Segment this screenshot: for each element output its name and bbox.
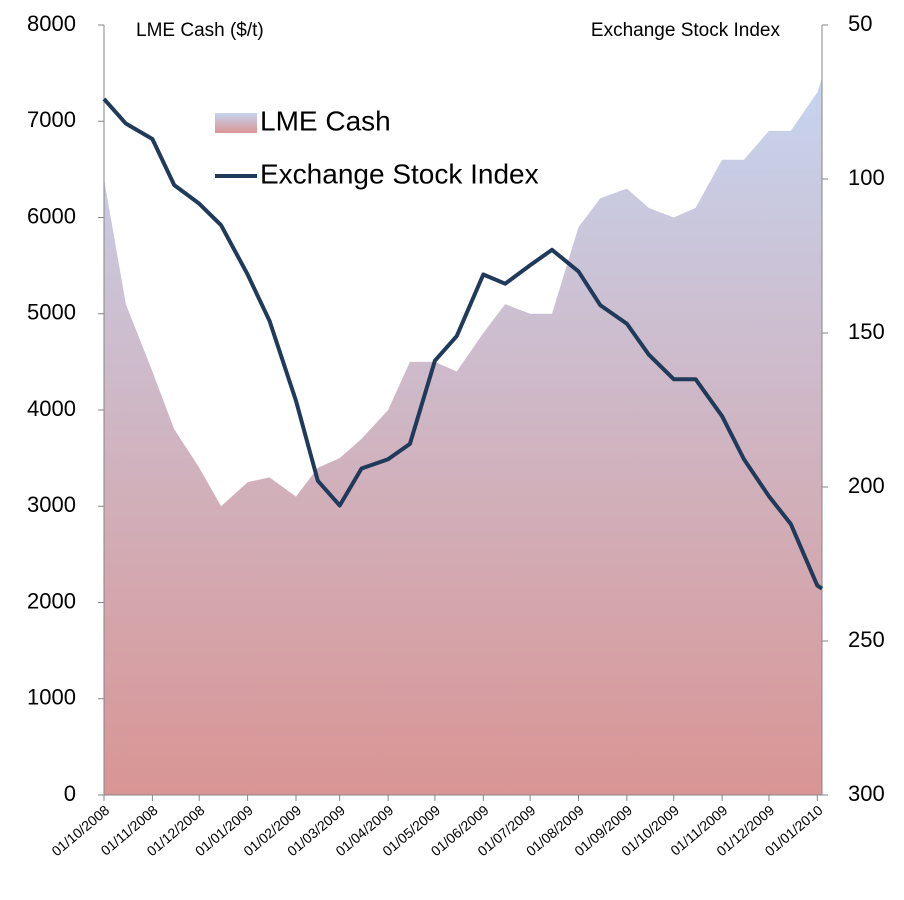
right-axis-title: Exchange Stock Index: [591, 20, 781, 41]
y2-tick-label: 150: [848, 319, 885, 344]
y-tick-label: 6000: [27, 203, 76, 228]
y-tick-label: 8000: [27, 11, 76, 36]
legend-label: Exchange Stock Index: [260, 158, 539, 189]
left-axis-title: LME Cash ($/t): [136, 20, 264, 41]
y2-tick-label: 100: [848, 165, 885, 190]
y2-tick-label: 200: [848, 473, 885, 498]
y2-tick-label: 250: [848, 627, 885, 652]
area: [104, 77, 822, 795]
y-tick-label: 7000: [27, 107, 76, 132]
y2-tick-label: 300: [848, 781, 885, 806]
legend-swatch: [215, 113, 257, 133]
y-tick-label: 2000: [27, 588, 76, 613]
y-tick-label: 1000: [27, 685, 76, 710]
legend-label: LME Cash: [260, 105, 391, 136]
y-tick-label: 5000: [27, 300, 76, 325]
line: [102, 97, 824, 591]
y-tick-label: 4000: [27, 396, 76, 421]
y2-tick-label: 50: [848, 11, 872, 36]
y-tick-label: 3000: [27, 492, 76, 517]
y-tick-label: 0: [64, 781, 76, 806]
